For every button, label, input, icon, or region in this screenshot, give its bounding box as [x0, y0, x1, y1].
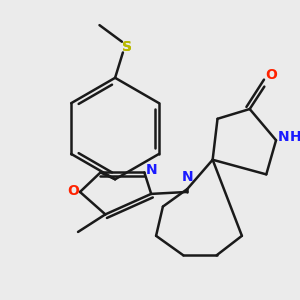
- Text: S: S: [122, 40, 132, 54]
- Text: N: N: [278, 130, 290, 144]
- Text: H: H: [290, 130, 300, 144]
- Text: N: N: [146, 164, 157, 178]
- Text: N: N: [182, 170, 193, 184]
- Text: O: O: [265, 68, 277, 82]
- Text: S: S: [122, 40, 132, 54]
- Text: O: O: [67, 184, 79, 198]
